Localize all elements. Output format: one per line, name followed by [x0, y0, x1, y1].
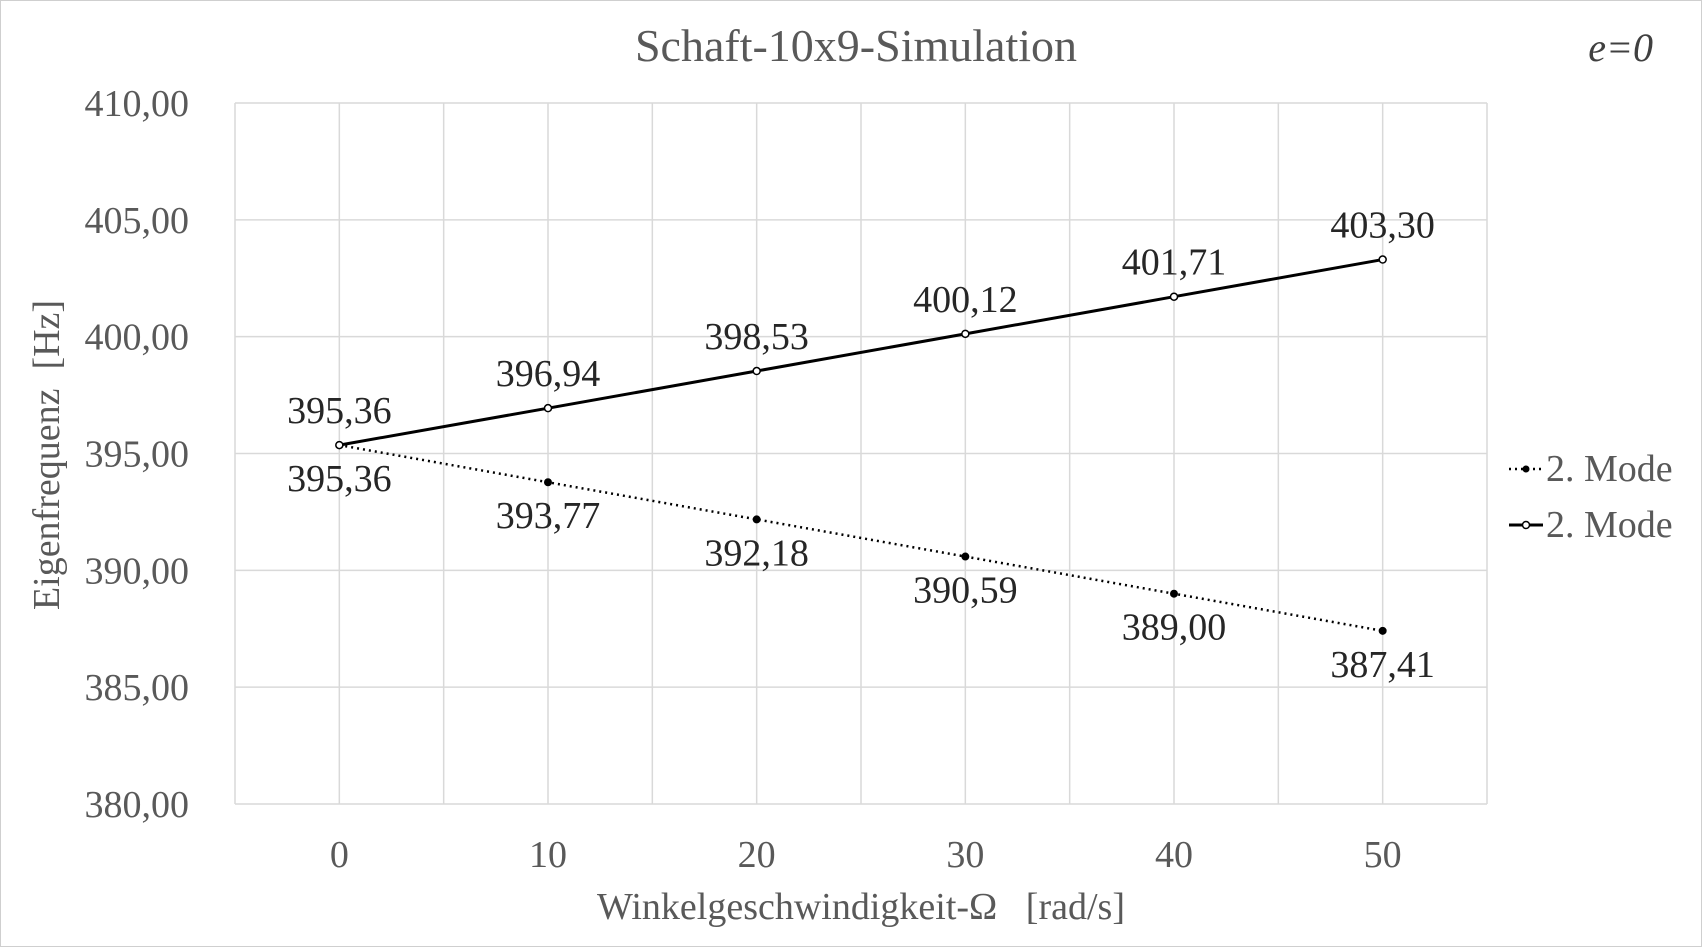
data-point [1169, 292, 1179, 301]
y-tick-label: 400,00 [85, 317, 190, 359]
series-line-1 [339, 443, 1383, 633]
data-label: 396,94 [496, 353, 601, 395]
data-label: 395,36 [287, 458, 392, 500]
data-point [961, 329, 970, 339]
y-axis-title: Eigenfrequenz [Hz] [26, 300, 68, 610]
x-tick-label: 20 [738, 834, 776, 876]
legend-label: 2. Mode [1546, 504, 1673, 546]
data-label: 401,71 [1122, 242, 1227, 284]
legend-marker [1522, 465, 1530, 473]
x-tick-label: 0 [330, 834, 349, 876]
data-point [961, 552, 970, 561]
x-axis-ticks: 0 10 20 30 40 50 [330, 834, 1402, 876]
data-label: 392,18 [704, 532, 809, 574]
data-label: 387,41 [1330, 644, 1435, 686]
y-tick-label: 410,00 [85, 83, 190, 125]
data-label: 395,36 [287, 390, 392, 432]
data-label: 390,59 [913, 570, 1018, 612]
legend-label: 2. Mode [1546, 448, 1673, 490]
x-tick-label: 40 [1155, 834, 1193, 876]
data-point [1378, 626, 1387, 635]
data-point [1170, 589, 1178, 598]
x-axis-title: Winkelgeschwindigkeit-Ω [rad/s] [597, 886, 1125, 928]
series-line-2 [339, 258, 1383, 447]
data-label: 400,12 [913, 279, 1018, 321]
data-point [335, 440, 344, 450]
annotation-e: e=0 [1588, 25, 1653, 70]
data-point [1378, 255, 1387, 264]
chart-title: Schaft-10x9-Simulation [635, 20, 1077, 71]
data-label: 389,00 [1122, 607, 1227, 649]
y-tick-label: 395,00 [85, 434, 190, 476]
data-label: 393,77 [496, 495, 601, 537]
grid-lines [234, 102, 1488, 805]
data-point [752, 366, 761, 376]
y-axis-ticks: 380,00 385,00 390,00 395,00 400,00 405,00 410,… [85, 83, 190, 826]
legend-marker [1521, 520, 1531, 530]
y-tick-label: 385,00 [85, 667, 190, 709]
y-tick-label: 405,00 [85, 200, 190, 242]
series-group [335, 255, 1387, 635]
data-labels: 395,36 393,77 392,18 390,59 389,00 387,41 395,… [287, 205, 1435, 686]
data-point [544, 478, 552, 487]
data-label: 403,30 [1330, 205, 1435, 247]
y-tick-label: 380,00 [85, 784, 190, 826]
x-tick-label: 10 [529, 834, 567, 876]
x-tick-label: 30 [946, 834, 984, 876]
data-point [752, 515, 761, 524]
legend: 2. Mode 2. Mode [1509, 448, 1673, 546]
data-point [543, 403, 553, 413]
x-tick-label: 50 [1364, 834, 1402, 876]
data-label: 398,53 [704, 316, 809, 358]
y-tick-label: 390,00 [85, 550, 190, 592]
